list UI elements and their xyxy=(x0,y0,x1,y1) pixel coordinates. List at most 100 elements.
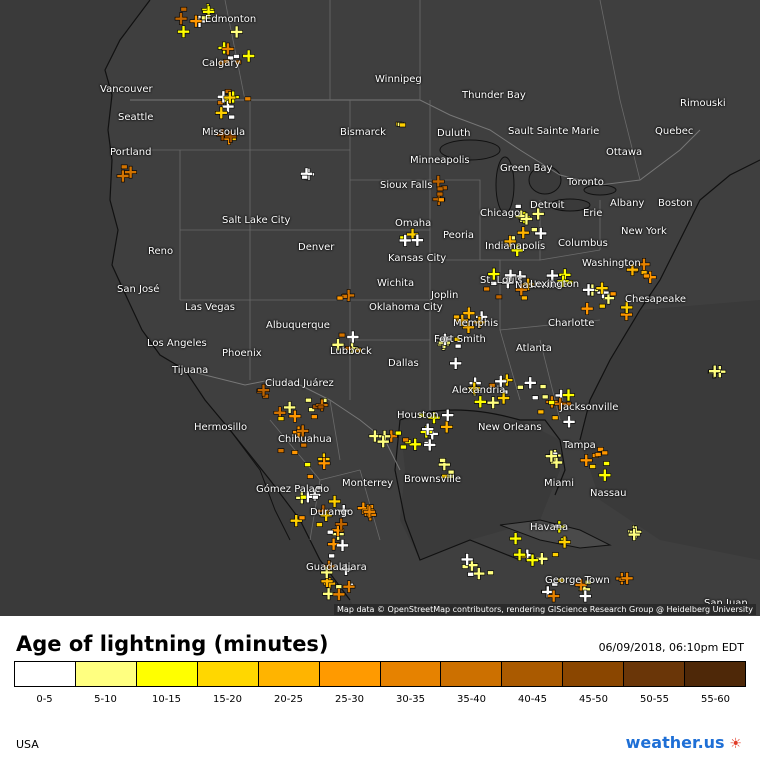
lightning-strike-marker xyxy=(504,269,517,282)
lightning-strike-marker xyxy=(437,197,445,203)
lightning-strike-marker xyxy=(486,396,500,409)
lightning-strike-marker xyxy=(441,474,448,479)
city-label: San Juan xyxy=(704,598,748,609)
lightning-strike-marker xyxy=(345,346,352,351)
lightning-strike-marker xyxy=(427,411,441,425)
legend-swatch xyxy=(380,662,442,686)
lightning-strike-marker xyxy=(316,522,323,527)
lightning-strike-marker xyxy=(411,233,424,247)
lightning-strike-marker xyxy=(548,400,555,405)
lightning-strike-marker xyxy=(514,204,522,209)
lightning-strike-marker xyxy=(310,414,318,420)
lightning-strike-marker xyxy=(338,332,346,338)
lightning-strike-marker xyxy=(495,294,503,300)
city-label: Rimouski xyxy=(680,98,726,109)
lightning-strike-marker xyxy=(537,409,545,415)
legend-swatch xyxy=(563,662,625,686)
city-label: Minneapolis xyxy=(410,155,470,166)
lightning-strike-marker xyxy=(328,495,341,508)
lightning-strike-marker xyxy=(439,458,446,463)
city-label: Lubbock xyxy=(330,346,372,357)
age-scale-labels: 0-5 5-10 10-15 15-20 20-25 25-30 30-35 35-40 40-… xyxy=(14,694,746,705)
pacific-ocean xyxy=(0,0,360,616)
city-label: Kansas City xyxy=(388,253,447,264)
lightning-strike-marker xyxy=(521,278,535,291)
lightning-strike-marker xyxy=(328,553,335,559)
lightning-strike-marker xyxy=(337,504,351,517)
legend-swatch xyxy=(624,662,686,686)
lightning-strike-marker xyxy=(515,283,528,297)
lightning-strike-marker xyxy=(455,314,469,327)
lightning-strike-marker xyxy=(521,295,528,301)
lightning-strike-marker xyxy=(368,429,382,443)
lightning-strike-marker xyxy=(531,207,545,221)
legend-swatch xyxy=(75,662,137,686)
lightning-strike-marker xyxy=(376,435,390,448)
lightning-strike-marker xyxy=(467,571,474,577)
lightning-strike-marker xyxy=(305,397,312,403)
lightning-strike-marker xyxy=(541,394,549,400)
lightning-strike-marker xyxy=(230,25,243,39)
city-label: George Town xyxy=(545,575,610,586)
legend-swatch xyxy=(197,662,259,686)
lightning-strike-marker xyxy=(516,226,530,239)
lightning-strike-marker xyxy=(304,462,311,467)
city-label: Charlotte xyxy=(548,318,595,329)
lightning-strike-marker xyxy=(708,364,722,378)
city-label: Winnipeg xyxy=(375,74,422,85)
city-label: Nassau xyxy=(590,488,627,499)
lightning-strike-marker xyxy=(277,416,285,421)
lightning-strike-marker xyxy=(487,267,501,281)
lightning-strike-marker xyxy=(306,474,314,479)
lightning-strike-marker xyxy=(418,413,425,418)
legend-range-label: 35-40 xyxy=(456,694,487,705)
lightning-strike-marker xyxy=(300,167,313,181)
weather-us-logo[interactable]: weather.us ☀ xyxy=(626,733,742,752)
lightning-strike-marker xyxy=(627,528,641,541)
city-label: Houston xyxy=(397,410,439,421)
city-label: Columbus xyxy=(558,238,608,249)
lightning-strike-marker xyxy=(336,295,344,301)
cuba xyxy=(499,519,612,549)
lightning-strike-marker xyxy=(620,301,634,314)
city-label: Green Bay xyxy=(500,163,553,174)
city-label: Jacksonville xyxy=(560,402,619,413)
lightning-strike-marker xyxy=(277,448,285,454)
city-label: Dallas xyxy=(388,358,419,369)
city-label: Chesapeake xyxy=(625,294,687,305)
lightning-strike-marker xyxy=(346,330,360,344)
lightning-map[interactable]: Edmonton Calgary Winnipeg Thunder Bay Rimous… xyxy=(0,0,760,616)
lightning-strike-marker xyxy=(530,227,538,232)
lightning-strike-marker xyxy=(423,438,437,452)
legend-range-label: 0-5 xyxy=(36,694,53,705)
lake-superior xyxy=(439,139,501,161)
city-label: Joplin xyxy=(431,290,459,301)
lightning-strike-marker xyxy=(402,437,409,443)
lightning-strike-marker xyxy=(513,548,526,562)
map-attribution[interactable]: Map data © OpenStreetMap contributors, r… xyxy=(334,604,756,615)
city-label: Chicago xyxy=(480,208,521,219)
lightning-strike-marker xyxy=(554,523,561,529)
city-label: Wichita xyxy=(377,278,415,289)
lightning-strike-marker xyxy=(514,209,528,223)
lightning-strike-marker xyxy=(520,212,533,226)
lightning-strike-marker xyxy=(597,447,604,452)
lightning-strike-marker xyxy=(509,532,522,545)
legend-swatch xyxy=(15,662,76,686)
lightning-strike-marker xyxy=(503,235,517,248)
city-label: Gómez Palacio xyxy=(256,484,330,495)
lightning-strike-marker xyxy=(319,508,333,522)
city-label: Durango xyxy=(310,507,354,518)
city-label: Ciudad Juárez xyxy=(265,378,334,389)
lightning-strike-marker xyxy=(223,59,230,64)
legend-range-label: 25-30 xyxy=(334,694,365,705)
lightning-strikes xyxy=(116,3,727,603)
legend-range-label: 30-35 xyxy=(395,694,426,705)
gulf-coastline xyxy=(399,409,566,496)
lightning-strike-marker xyxy=(598,468,612,482)
city-label: Memphis xyxy=(453,318,499,329)
lightning-strike-marker xyxy=(523,376,537,390)
lightning-strike-marker xyxy=(291,450,299,455)
lightning-strike-marker xyxy=(603,461,610,466)
lightning-strike-marker xyxy=(551,415,559,421)
